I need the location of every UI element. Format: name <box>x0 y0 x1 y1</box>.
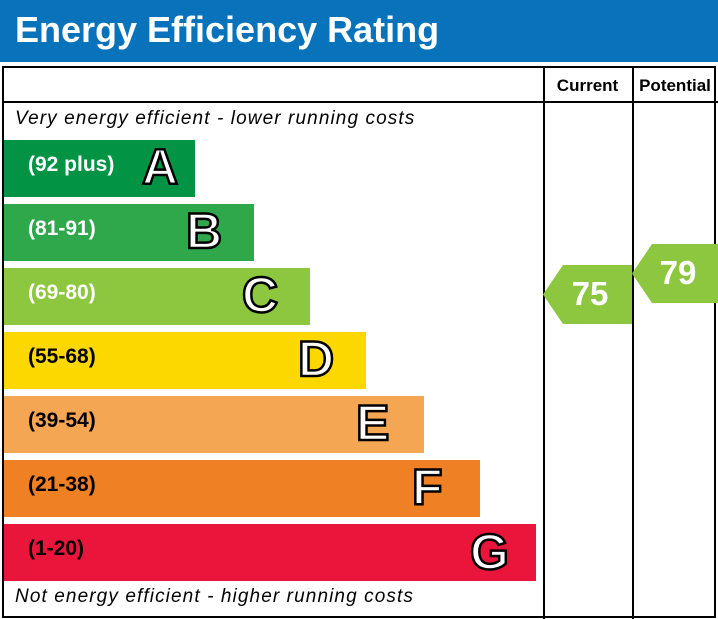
svg-text:75: 75 <box>572 275 609 312</box>
svg-text:79: 79 <box>660 254 697 291</box>
